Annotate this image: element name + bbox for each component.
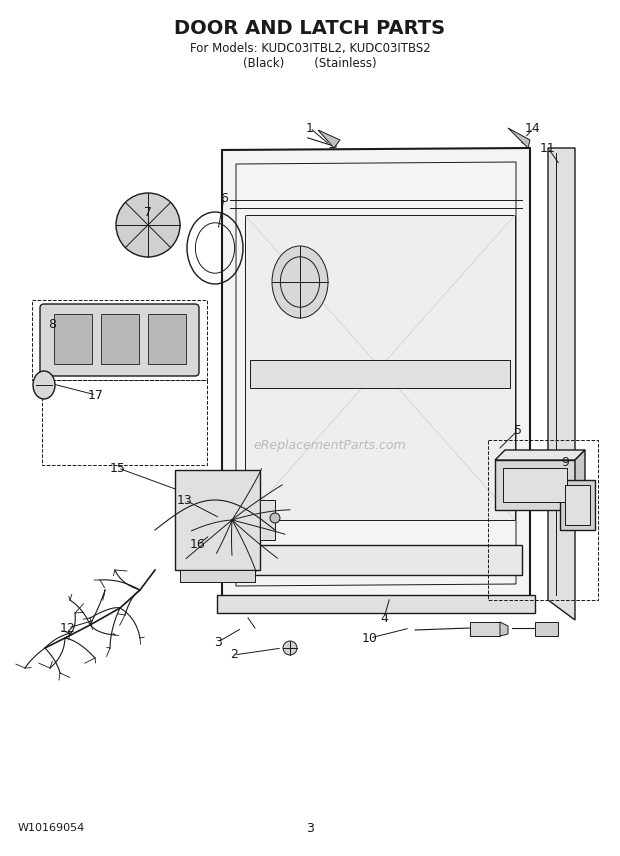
Text: 1: 1 (306, 122, 314, 134)
Bar (148, 314, 186, 364)
Text: eReplacementParts.com: eReplacementParts.com (254, 438, 406, 452)
Text: 14: 14 (525, 122, 541, 134)
Polygon shape (222, 148, 530, 600)
Polygon shape (508, 128, 530, 148)
Polygon shape (260, 500, 275, 540)
Polygon shape (230, 545, 522, 575)
Text: 4: 4 (380, 611, 388, 625)
Circle shape (270, 513, 280, 523)
Text: 3: 3 (214, 635, 222, 649)
Text: 16: 16 (190, 538, 206, 551)
Text: 3: 3 (306, 822, 314, 835)
Polygon shape (470, 622, 500, 636)
Polygon shape (495, 460, 575, 510)
Ellipse shape (33, 371, 55, 399)
Circle shape (283, 641, 297, 655)
Polygon shape (575, 450, 585, 510)
Text: W10169054: W10169054 (18, 823, 86, 833)
Text: 2: 2 (230, 649, 238, 662)
Ellipse shape (272, 246, 328, 318)
Text: 6: 6 (220, 192, 228, 205)
Polygon shape (495, 450, 585, 460)
Bar (101, 314, 139, 364)
Text: 7: 7 (144, 205, 152, 218)
Polygon shape (318, 130, 340, 148)
Polygon shape (245, 215, 515, 520)
Text: 8: 8 (48, 318, 56, 331)
Polygon shape (503, 468, 567, 502)
Polygon shape (548, 148, 575, 620)
Polygon shape (175, 470, 260, 570)
Text: 12: 12 (60, 621, 76, 634)
Text: 17: 17 (88, 389, 104, 401)
FancyBboxPatch shape (40, 304, 199, 376)
Text: 13: 13 (177, 494, 193, 507)
Text: 11: 11 (540, 141, 556, 154)
Text: (Black)        (Stainless): (Black) (Stainless) (243, 56, 377, 69)
Polygon shape (180, 570, 255, 582)
Polygon shape (565, 485, 590, 525)
Text: For Models: KUDC03ITBL2, KUDC03ITBS2: For Models: KUDC03ITBL2, KUDC03ITBS2 (190, 41, 430, 55)
Polygon shape (500, 622, 508, 636)
Polygon shape (535, 622, 558, 636)
Text: 10: 10 (362, 632, 378, 645)
Text: 15: 15 (110, 461, 126, 474)
Polygon shape (250, 360, 510, 388)
Text: 5: 5 (514, 424, 522, 437)
Ellipse shape (116, 193, 180, 257)
Bar (54, 314, 92, 364)
Text: DOOR AND LATCH PARTS: DOOR AND LATCH PARTS (174, 19, 446, 38)
Polygon shape (560, 480, 595, 530)
Bar (217, 595, 535, 613)
Text: 9: 9 (561, 455, 569, 468)
